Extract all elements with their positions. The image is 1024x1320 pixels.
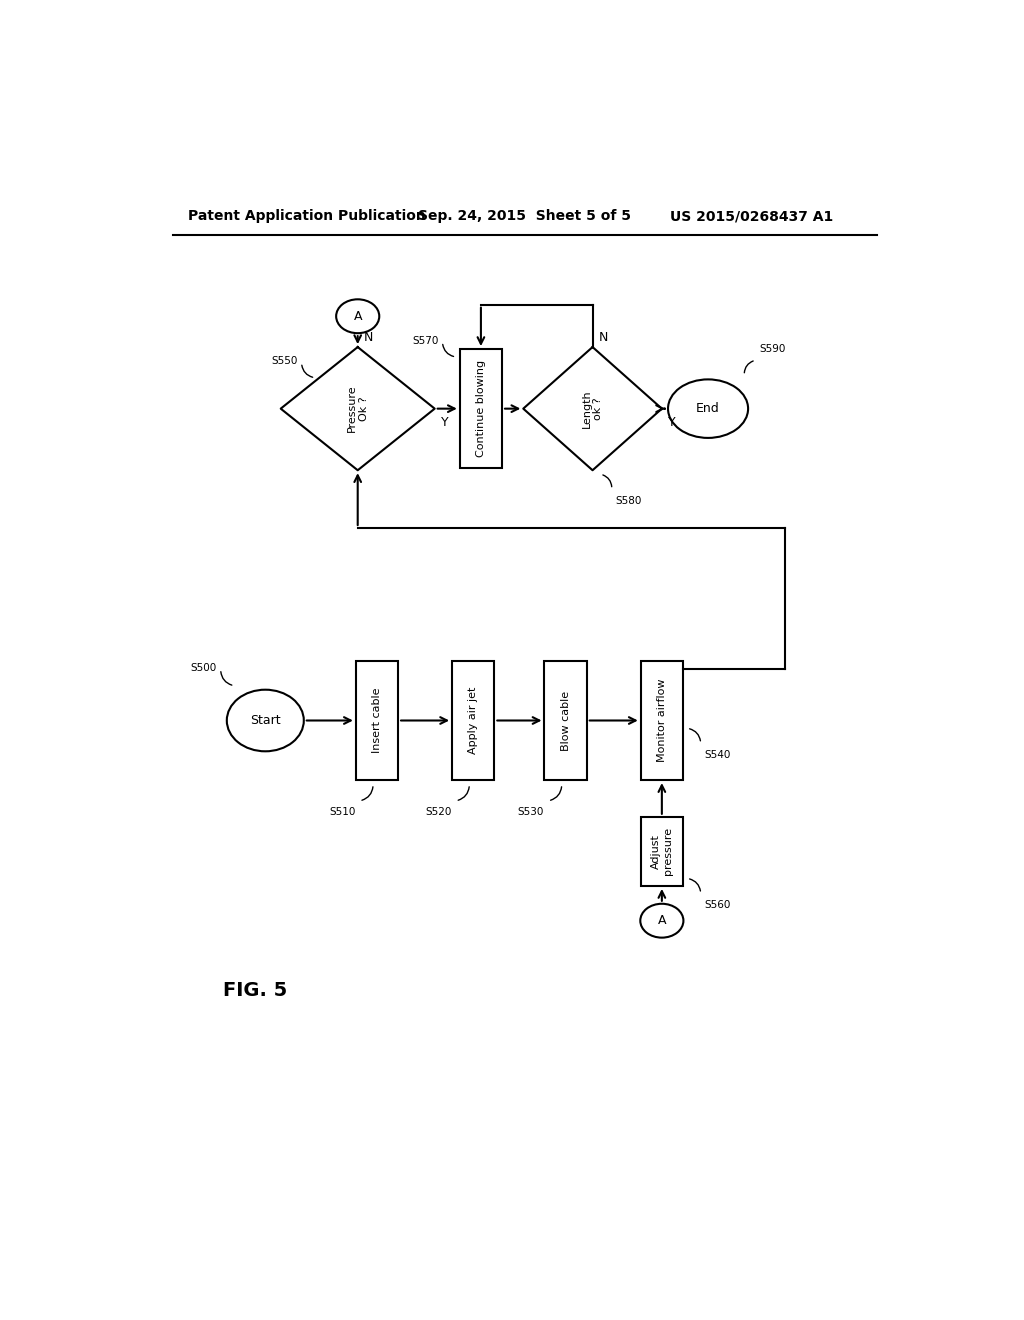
Text: S580: S580 (615, 496, 642, 506)
Text: Apply air jet: Apply air jet (468, 686, 478, 754)
Text: Insert cable: Insert cable (372, 688, 382, 754)
Text: S570: S570 (413, 335, 438, 346)
Bar (452, 661, 495, 780)
Text: FIG. 5: FIG. 5 (223, 981, 287, 999)
Text: S560: S560 (705, 900, 731, 909)
Text: S510: S510 (329, 807, 355, 817)
Text: A: A (353, 310, 361, 323)
Text: Length
ok ?: Length ok ? (582, 389, 603, 428)
Text: Patent Application Publication: Patent Application Publication (188, 209, 426, 223)
Text: S520: S520 (425, 807, 452, 817)
Text: Adjust
pressure: Adjust pressure (651, 828, 673, 875)
Text: S500: S500 (190, 663, 217, 673)
Bar (641, 661, 683, 780)
Text: S530: S530 (518, 807, 544, 817)
Bar (545, 661, 587, 780)
Text: Pressure
Ok ?: Pressure Ok ? (347, 385, 369, 433)
Text: S540: S540 (705, 750, 731, 760)
Text: S550: S550 (271, 356, 298, 366)
Text: Continue blowing: Continue blowing (476, 360, 486, 457)
Text: Start: Start (250, 714, 281, 727)
Text: N: N (364, 331, 373, 345)
Bar (355, 661, 398, 780)
Text: Y: Y (668, 416, 676, 429)
Text: Monitor airflow: Monitor airflow (656, 678, 667, 762)
Text: US 2015/0268437 A1: US 2015/0268437 A1 (670, 209, 833, 223)
Bar (641, 817, 683, 886)
Text: N: N (599, 331, 608, 345)
Text: End: End (696, 403, 720, 416)
Text: S590: S590 (760, 345, 786, 354)
Text: Sep. 24, 2015  Sheet 5 of 5: Sep. 24, 2015 Sheet 5 of 5 (418, 209, 632, 223)
Text: Blow cable: Blow cable (560, 690, 570, 751)
Bar (460, 348, 502, 469)
Text: Y: Y (441, 416, 449, 429)
Text: A: A (657, 915, 666, 927)
